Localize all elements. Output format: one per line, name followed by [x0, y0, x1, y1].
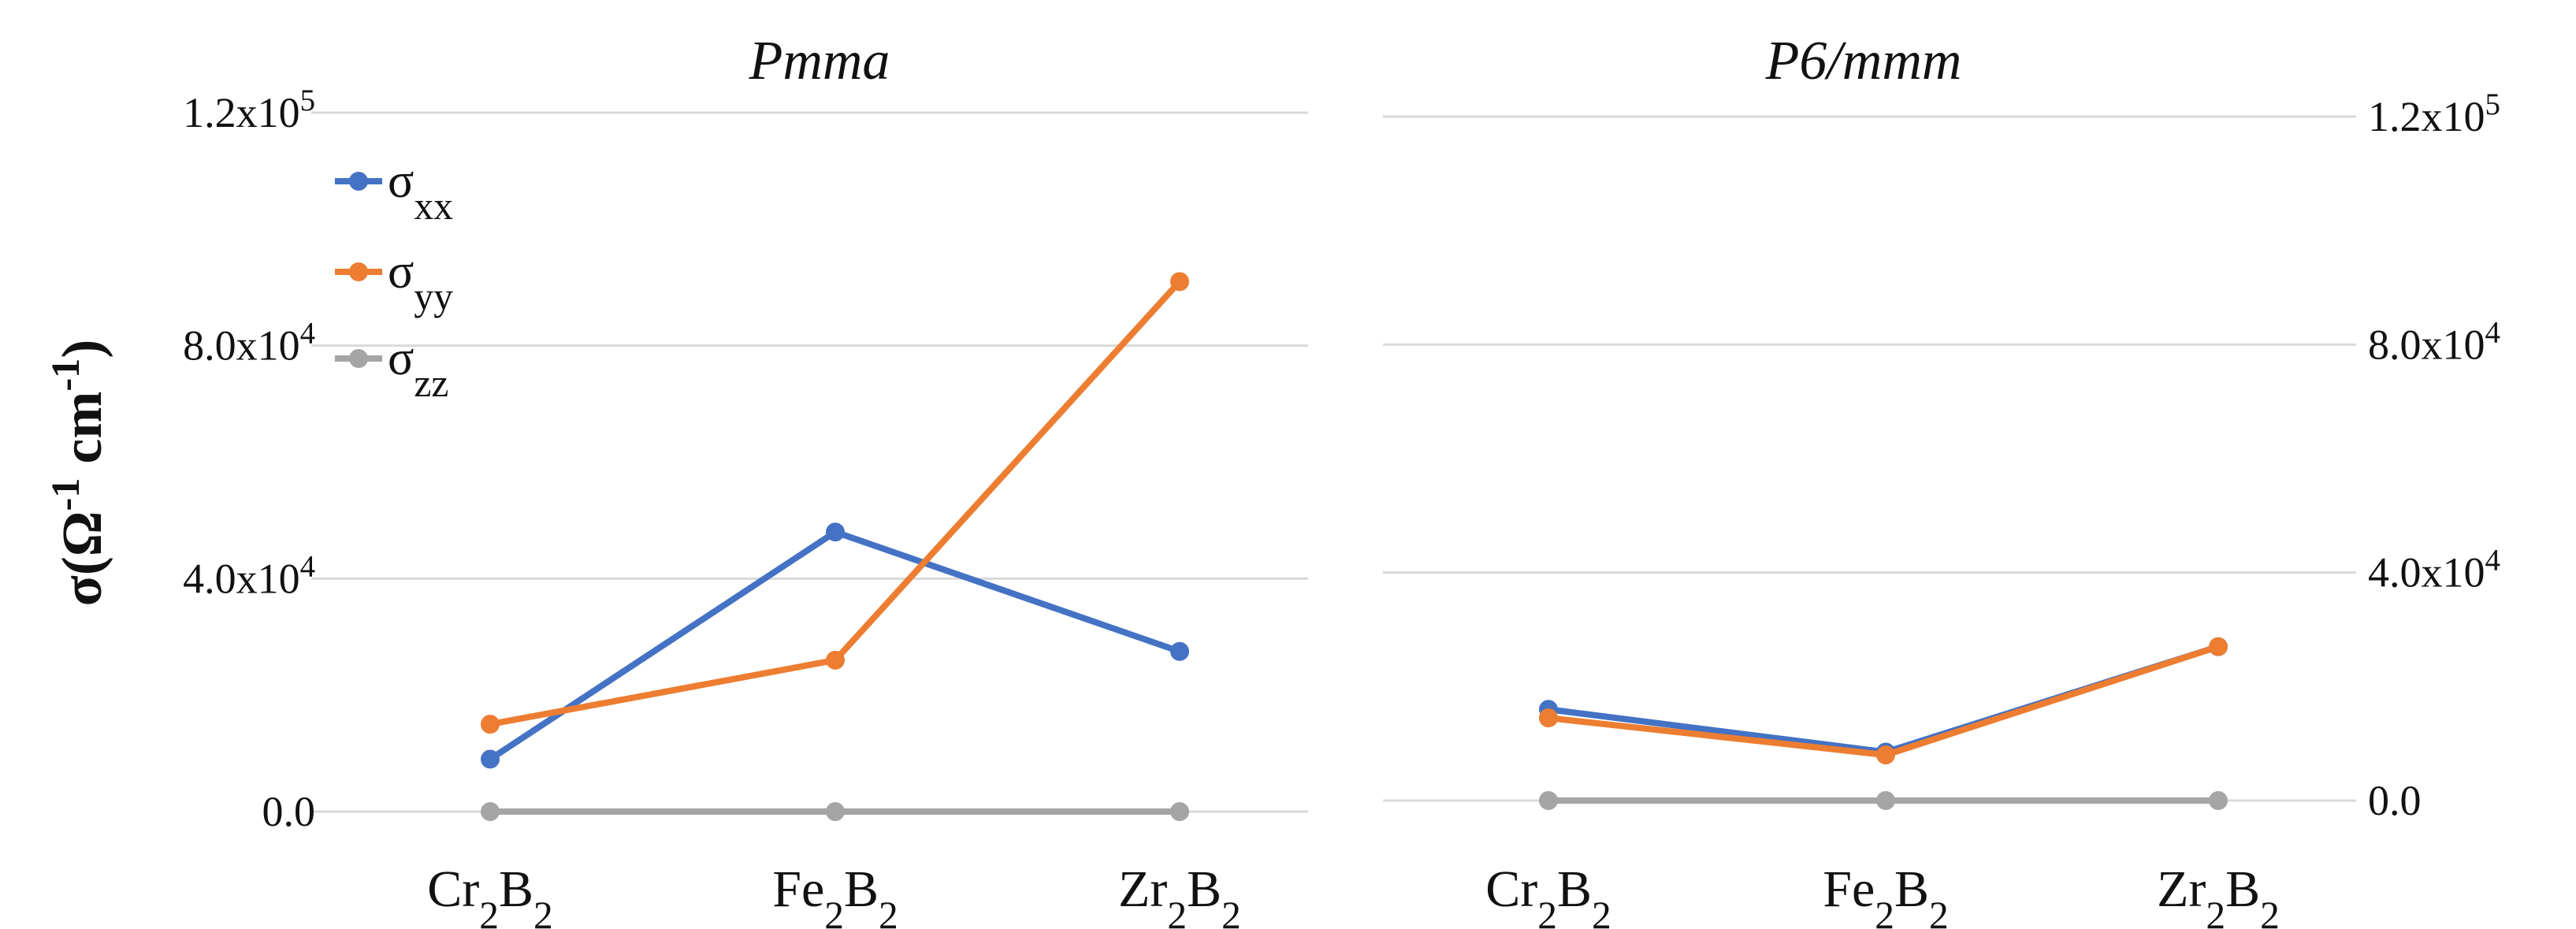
- legend-label: σxx: [388, 154, 453, 228]
- data-point: [1170, 641, 1189, 661]
- x-tick-label: Cr2B2: [1485, 860, 1611, 929]
- y-tick-label: 8.0x104: [183, 316, 315, 370]
- data-point: [1170, 272, 1189, 292]
- series-line-σxx: [488, 529, 1181, 762]
- x-tick-label: Cr2B2: [427, 860, 553, 929]
- data-point: [2209, 791, 2228, 810]
- chart-title: Pmma: [749, 31, 890, 91]
- y-tick-label: 4.0x104: [2368, 543, 2500, 596]
- y-tick-label: 1.2x105: [183, 84, 315, 137]
- x-tick-label: Fe2B2: [772, 860, 898, 929]
- legend-label: σzz: [388, 332, 448, 405]
- legend-label: σyy: [388, 245, 453, 318]
- legend: σxx σyy σzz: [335, 154, 453, 405]
- series-line-σyy: [1548, 643, 2220, 759]
- data-point: [1170, 802, 1189, 821]
- x-tick-label: Zr2B2: [1118, 860, 1241, 929]
- legend-marker: [349, 349, 368, 368]
- y-tick-label: 8.0x104: [2368, 315, 2500, 369]
- data-point: [2209, 637, 2228, 656]
- legend-marker: [349, 172, 368, 191]
- data-point: [1876, 791, 1895, 810]
- x-tick-label: Fe2B2: [1823, 860, 1949, 929]
- data-point: [826, 802, 845, 821]
- data-point: [826, 522, 845, 542]
- data-point: [1539, 791, 1558, 810]
- y-tick-label: 0.0: [2368, 777, 2422, 824]
- data-point: [1876, 745, 1895, 765]
- data-point: [826, 650, 845, 670]
- y-tick-label: 0.0: [262, 788, 316, 835]
- panel-1: 0.0 4.0x104 8.0x104 1.2x105 Pmma Cr2B2 Fe2B2 Zr…: [183, 31, 1308, 929]
- series-line-σxx: [1548, 643, 2220, 756]
- x-tick-label: Zr2B2: [2157, 860, 2280, 929]
- y-tick-label: 4.0x104: [183, 549, 315, 603]
- chart-title: P6/mmm: [1765, 31, 1962, 91]
- legend-marker: [349, 262, 368, 281]
- data-point: [1539, 708, 1558, 728]
- svg-text:σ(Ω-1 cm-1): σ(Ω-1 cm-1): [43, 340, 113, 607]
- y-axis-label: σ(Ω-1 cm-1): [43, 340, 113, 607]
- panel-2: 0.0 4.0x104 8.0x104 1.2x105 P6/mmm Cr2B2 Fe2B2…: [1383, 31, 2500, 929]
- data-point: [481, 749, 500, 769]
- y-tick-label: 1.2x105: [2368, 87, 2500, 141]
- data-point: [481, 802, 500, 821]
- data-point: [481, 715, 500, 734]
